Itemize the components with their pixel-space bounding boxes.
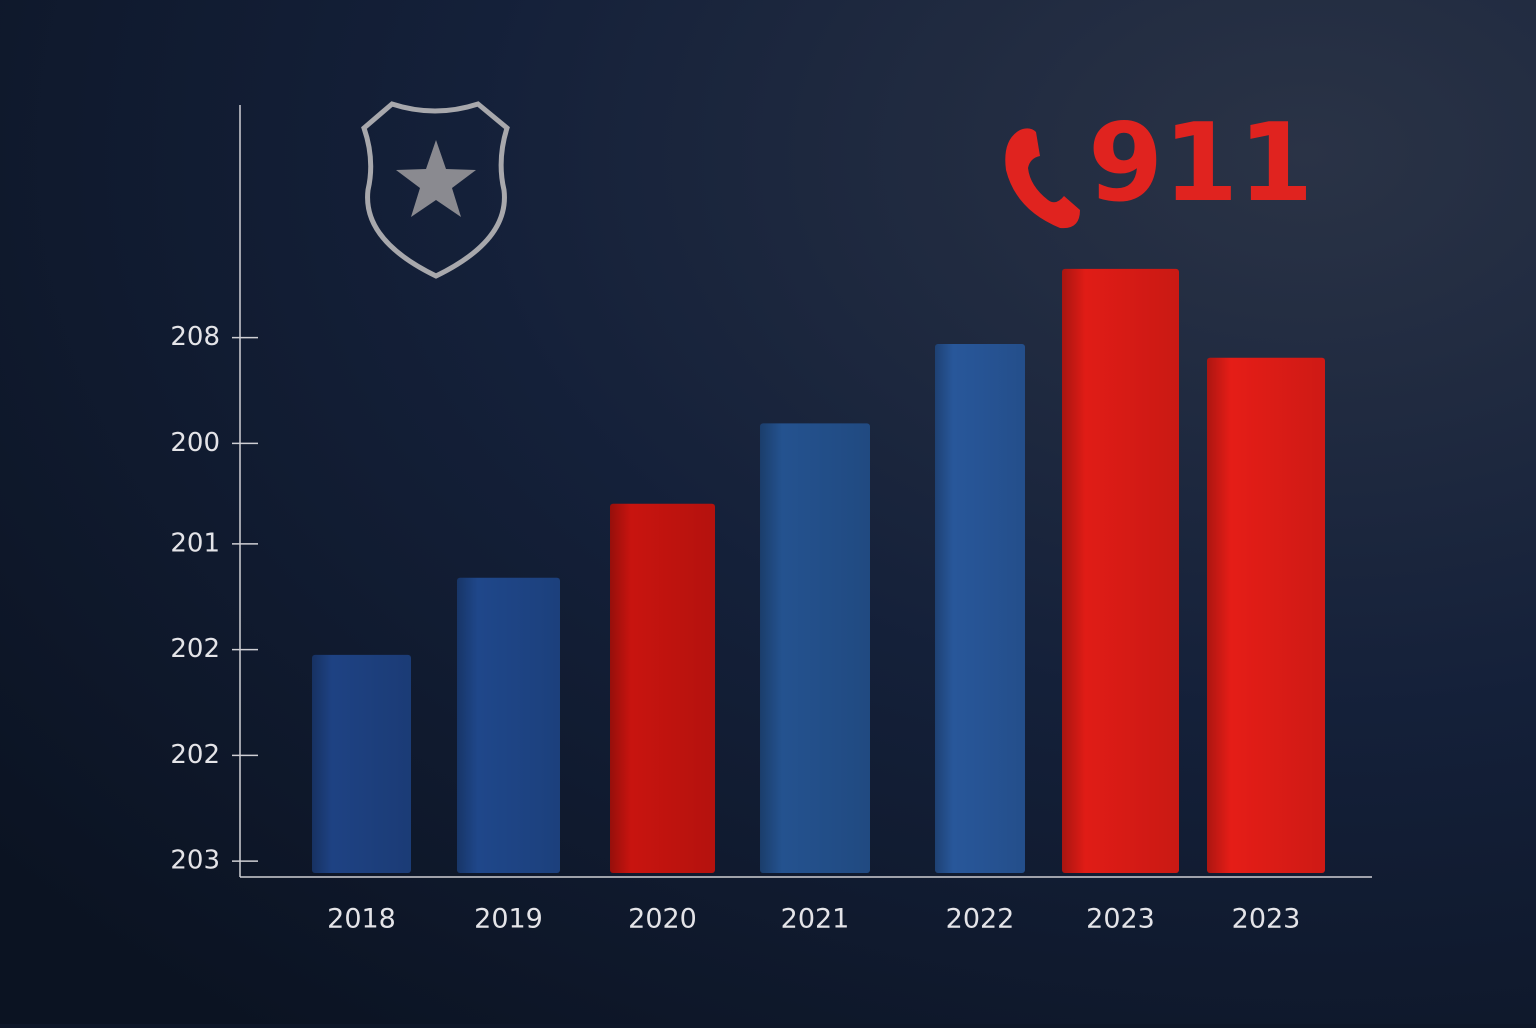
y-tick-label: 200 bbox=[170, 428, 220, 458]
star-icon bbox=[396, 140, 476, 217]
bar-shade bbox=[457, 577, 560, 873]
x-tick-label: 2020 bbox=[628, 904, 697, 935]
x-tick-label: 2021 bbox=[781, 904, 850, 935]
y-tick-label: 203 bbox=[170, 846, 220, 876]
x-tick-label: 2023 bbox=[1086, 904, 1155, 935]
y-tick-label: 208 bbox=[170, 322, 220, 352]
phone-icon bbox=[1005, 128, 1080, 229]
y-tick-label: 202 bbox=[170, 634, 220, 664]
x-tick-label: 2019 bbox=[474, 904, 543, 935]
bar-shade bbox=[1207, 357, 1325, 873]
shield-icon bbox=[361, 101, 510, 279]
x-tick-label: 2023 bbox=[1232, 904, 1301, 935]
x-tick-label: 2022 bbox=[946, 904, 1015, 935]
bar-shade bbox=[935, 344, 1025, 873]
bar-shade bbox=[610, 503, 715, 873]
bar-shade bbox=[312, 654, 411, 873]
x-tick-label: 2018 bbox=[327, 904, 396, 935]
annotation: 911 bbox=[1088, 101, 1313, 226]
bar-shade bbox=[1062, 268, 1179, 873]
y-tick-label: 201 bbox=[170, 528, 220, 558]
bar-shade bbox=[760, 423, 870, 873]
y-tick-label: 202 bbox=[170, 740, 220, 770]
